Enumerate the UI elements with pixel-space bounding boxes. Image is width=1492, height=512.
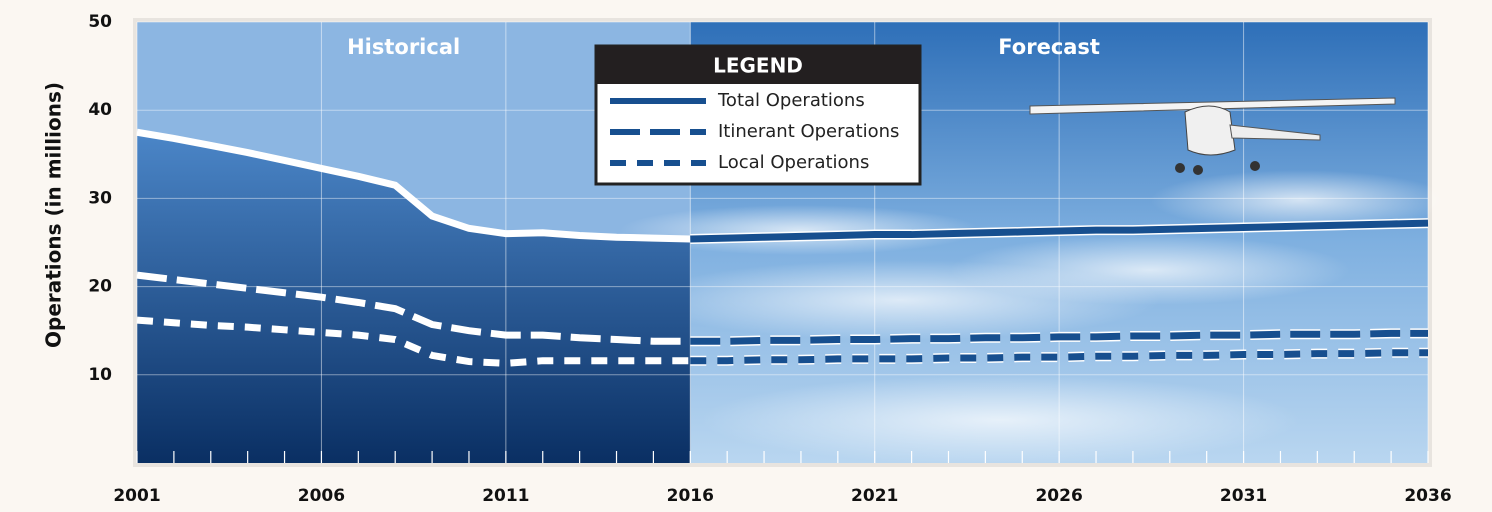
x-tick-label: 2011 <box>482 486 529 506</box>
legend-label: Itinerant Operations <box>718 121 899 142</box>
airplane <box>1029 97 1396 175</box>
y-tick-label: 40 <box>88 100 112 120</box>
series-line <box>690 329 1428 345</box>
series-line <box>136 271 691 345</box>
legend-label: Local Operations <box>718 152 869 173</box>
y-tick-label: 30 <box>88 188 112 208</box>
x-tick-label: 2016 <box>667 486 714 506</box>
airplane-wheel <box>1193 165 1203 175</box>
x-tick-label: 2021 <box>851 486 898 506</box>
series-line <box>136 128 691 243</box>
x-tick-label: 2036 <box>1404 486 1451 506</box>
y-tick-label: 50 <box>88 12 112 32</box>
legend-label: Total Operations <box>717 90 865 111</box>
cloud <box>1150 170 1450 230</box>
legend-title: LEGEND <box>713 54 803 78</box>
airplane-wheel <box>1250 161 1260 171</box>
series-line <box>136 316 691 367</box>
x-tick-label: 2006 <box>298 486 345 506</box>
airplane-body <box>1184 105 1236 156</box>
x-tick-label: 2031 <box>1220 486 1267 506</box>
cloud <box>700 375 1300 465</box>
region-label: Forecast <box>998 35 1100 59</box>
region-label: Historical <box>347 35 460 59</box>
y-tick-label: 20 <box>88 277 112 297</box>
x-tick-label: 2001 <box>113 486 160 506</box>
cloud <box>950 235 1350 305</box>
airplane-tail <box>1229 124 1321 141</box>
legend-header <box>596 46 920 84</box>
y-axis-label: Operations (in millions) <box>42 82 66 348</box>
airplane-wheel <box>1175 163 1185 173</box>
y-tick-label: 10 <box>88 365 112 385</box>
x-tick-label: 2026 <box>1035 486 1082 506</box>
historical-area <box>137 132 691 463</box>
series-line <box>690 349 1428 365</box>
series-line <box>690 219 1429 243</box>
